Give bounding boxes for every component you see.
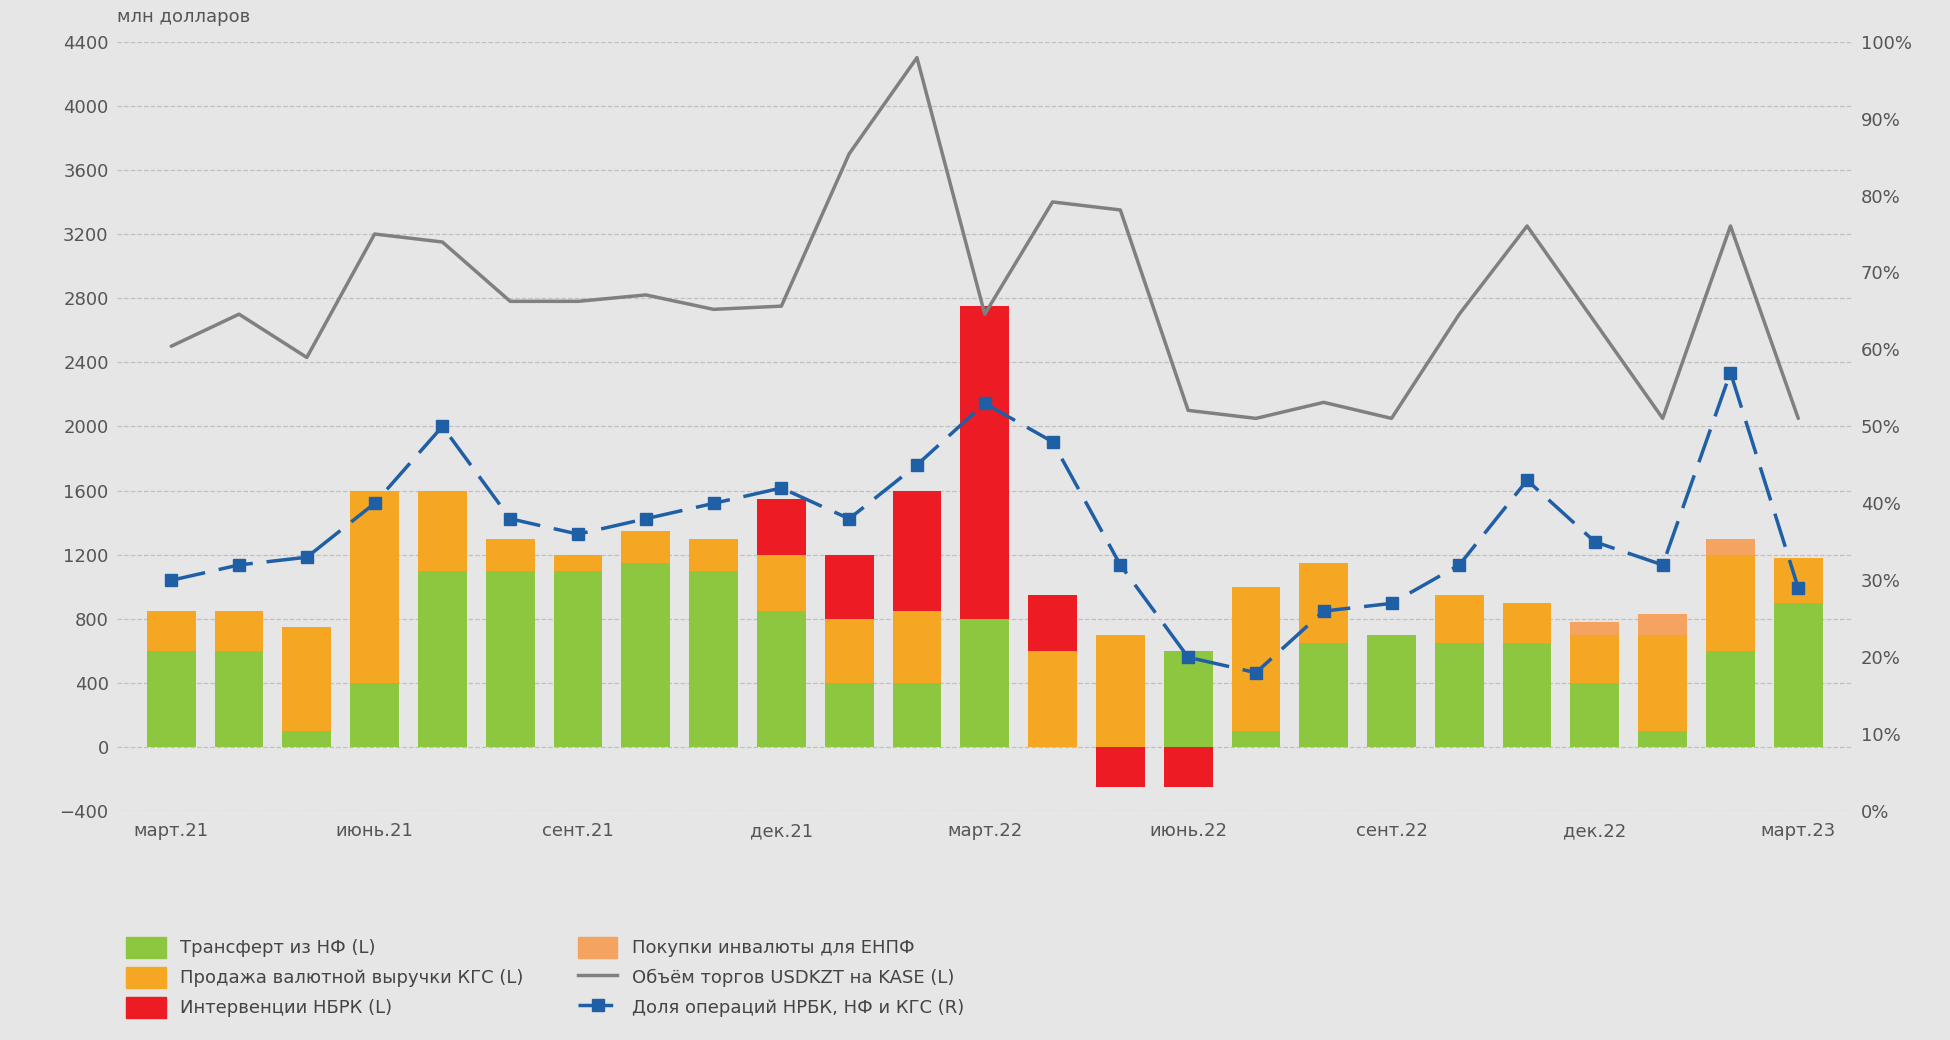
Bar — [1096, 747, 1145, 787]
Bar — [1570, 634, 1618, 683]
Bar — [825, 683, 874, 747]
Bar — [1706, 651, 1755, 747]
Bar — [486, 571, 534, 747]
Bar — [825, 619, 874, 683]
Bar — [1638, 614, 1687, 634]
Bar — [1706, 539, 1755, 554]
Bar — [688, 539, 737, 571]
Bar — [283, 627, 332, 731]
Bar — [1299, 563, 1347, 643]
Bar — [146, 610, 195, 651]
Bar — [1774, 557, 1823, 603]
Bar — [688, 571, 737, 747]
Bar — [1503, 603, 1552, 643]
Bar — [214, 610, 263, 651]
Bar — [1706, 554, 1755, 651]
Bar — [1435, 595, 1484, 643]
Bar — [1028, 651, 1076, 747]
Bar — [959, 619, 1010, 747]
Bar — [417, 571, 466, 747]
Bar — [1232, 587, 1281, 731]
Bar — [893, 491, 942, 610]
Bar — [1638, 731, 1687, 747]
Bar — [1570, 683, 1618, 747]
Bar — [1096, 634, 1145, 747]
Bar — [283, 731, 332, 747]
Bar — [1774, 603, 1823, 747]
Bar — [1028, 595, 1076, 651]
Bar — [417, 491, 466, 571]
Bar — [554, 571, 603, 747]
Bar — [893, 683, 942, 747]
Bar — [1435, 643, 1484, 747]
Legend: Трансферт из НФ (L), Продажа валютной выручки КГС (L), Интервенции НБРК (L), Пок: Трансферт из НФ (L), Продажа валютной вы… — [127, 937, 963, 1018]
Bar — [351, 683, 400, 747]
Bar — [757, 554, 805, 610]
Bar — [959, 306, 1010, 619]
Bar — [622, 530, 671, 563]
Bar — [1638, 634, 1687, 731]
Bar — [486, 539, 534, 571]
Bar — [1503, 643, 1552, 747]
Bar — [622, 563, 671, 747]
Bar — [554, 554, 603, 571]
Bar — [825, 554, 874, 619]
Bar — [1570, 622, 1618, 634]
Bar — [1367, 634, 1416, 747]
Bar — [757, 498, 805, 554]
Bar — [1164, 651, 1213, 747]
Bar — [214, 651, 263, 747]
Text: млн долларов: млн долларов — [117, 8, 250, 26]
Bar — [146, 651, 195, 747]
Bar — [893, 610, 942, 683]
Bar — [1232, 731, 1281, 747]
Bar — [351, 491, 400, 683]
Bar — [1299, 643, 1347, 747]
Bar — [757, 610, 805, 747]
Bar — [1164, 747, 1213, 787]
